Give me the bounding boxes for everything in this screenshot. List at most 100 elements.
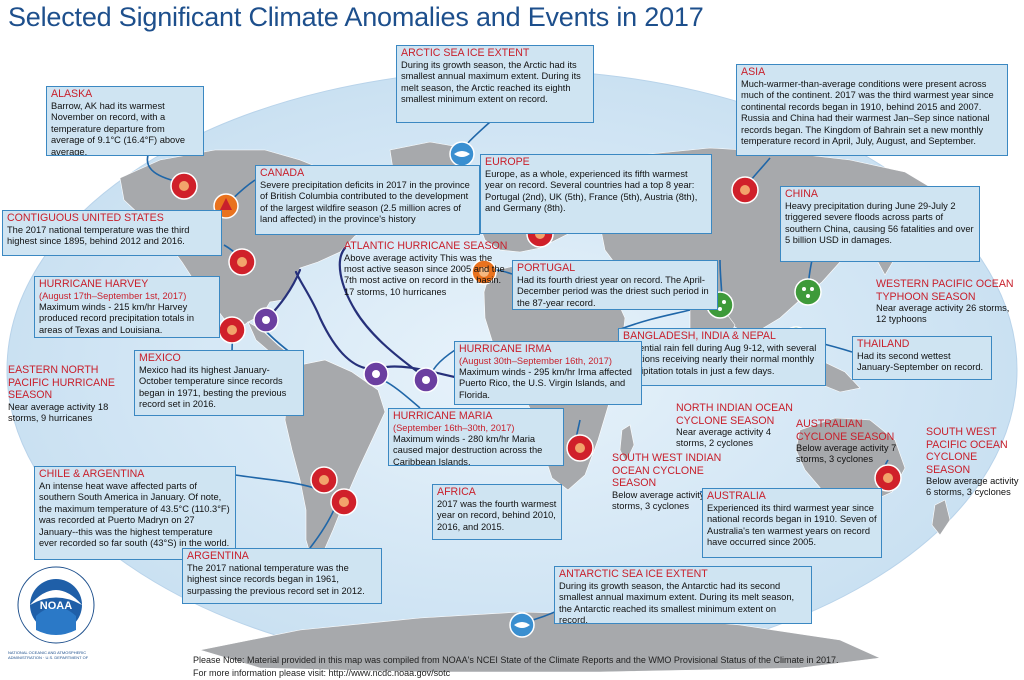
alaska-title: ALASKA xyxy=(51,88,93,100)
atlantic-hurricane-text: Above average activity This was the most… xyxy=(344,252,505,297)
harvey-title: HURRICANE HARVEY xyxy=(39,278,149,290)
china-title: CHINA xyxy=(785,188,818,200)
noaa-logo: NOAA xyxy=(17,566,95,644)
north-indian-text: Near average activity 4 storms, 2 cyclon… xyxy=(676,427,772,449)
mexico-title: MEXICO xyxy=(139,352,181,364)
harvey-text: Maximum winds - 215 km/hr Harvey produce… xyxy=(39,301,195,335)
arctic-text: During its growth season, the Arctic had… xyxy=(401,59,581,105)
sw-pacific-title: SOUTH WEST PACIFIC OCEAN CYCLONE SEASON xyxy=(926,426,1008,476)
thailand-title: THAILAND xyxy=(857,338,910,350)
contiguous-us-text: The 2017 national temperature was the th… xyxy=(7,224,190,247)
irma-text: Maximum winds - 295 km/hr Irma affected … xyxy=(459,366,632,400)
australian-cyclone-title: AUSTRALIAN CYCLONE SEASON xyxy=(796,418,895,443)
europe-text: Europe, as a whole, experienced its fift… xyxy=(485,168,698,214)
australia-title: AUSTRALIA xyxy=(707,490,766,502)
australia-warm-icon xyxy=(874,464,902,492)
sw-indian-text: Below average activity 5 storms, 3 cyclo… xyxy=(612,489,713,511)
asia-callout: ASIA Much-warmer-than-average conditions… xyxy=(736,64,1008,156)
south-america xyxy=(284,359,386,561)
irma-dates: (August 30th–September 16th, 2017) xyxy=(459,355,612,366)
australian-cyclone-text: Below average activity 7 storms, 3 cyclo… xyxy=(796,443,897,465)
maria-dates: (September 16th–30th, 2017) xyxy=(393,422,515,433)
maria-callout: HURRICANE MARIA (September 16th–30th, 20… xyxy=(388,408,564,466)
canada-text: Severe precipitation deficits in 2017 in… xyxy=(260,179,470,225)
africa-title: AFRICA xyxy=(437,486,476,498)
alaska-text: Barrow, AK had its warmest November on r… xyxy=(51,100,186,156)
maria-text: Maximum winds - 280 km/hr Maria caused m… xyxy=(393,433,543,466)
eastern-north-pacific-text: Near average activity 18 storms, 9 hurri… xyxy=(8,401,109,423)
new-zealand xyxy=(931,499,951,536)
maria-storm-icon xyxy=(363,361,389,387)
harvey-storm-icon xyxy=(253,307,279,333)
arctic-title: ARCTIC SEA ICE EXTENT xyxy=(401,47,530,59)
western-pacific-label: WESTERN PACIFIC OCEAN TYPHOON SEASON Nea… xyxy=(876,278,1022,326)
maria-track xyxy=(338,246,420,374)
irma-callout: HURRICANE IRMA (August 30th–September 16… xyxy=(454,341,642,405)
contiguous-us-callout: CONTIGUOUS UNITED STATES The 2017 nation… xyxy=(2,210,222,256)
argentina-callout: ARGENTINA The 2017 national temperature … xyxy=(182,548,382,604)
noaa-ring-text: NATIONAL OCEANIC AND ATMOSPHERIC ADMINIS… xyxy=(8,650,89,660)
chile-argentina-title: CHILE & ARGENTINA xyxy=(39,468,145,480)
antarctica xyxy=(199,611,882,673)
chile-warm-icon xyxy=(310,466,338,494)
western-pacific-title: WESTERN PACIFIC OCEAN TYPHOON SEASON xyxy=(876,278,1014,303)
page-title: Selected Significant Climate Anomalies a… xyxy=(8,2,704,32)
alaska-warm-icon xyxy=(170,172,198,200)
irma-storm-icon xyxy=(413,367,439,393)
eastern-north-pacific-label: EASTERN NORTH PACIFIC HURRICANE SEASON N… xyxy=(8,364,136,424)
madagascar xyxy=(619,424,635,463)
mexico-warm-icon xyxy=(218,316,246,344)
antarctic-text: During its growth season, the Antarctic … xyxy=(559,580,795,624)
antarctic-ice-icon xyxy=(509,612,535,638)
argentina-warm-icon xyxy=(330,488,358,516)
portugal-callout: PORTUGAL Had its fourth driest year on r… xyxy=(512,260,718,310)
asia-title: ASIA xyxy=(741,66,766,78)
footer-more-info: For more information please visit: http:… xyxy=(193,668,451,678)
western-pacific-text: Near average activity 26 storms, 12 typh… xyxy=(876,303,1010,325)
canada-callout: CANADA Severe precipitation deficits in … xyxy=(255,165,480,235)
portugal-title: PORTUGAL xyxy=(517,262,576,274)
sw-indian-title: SOUTH WEST INDIAN OCEAN CYCLONE SEASON xyxy=(612,452,722,489)
europe-title: EUROPE xyxy=(485,156,530,168)
bangladesh-title: BANGLADESH, INDIA & NEPAL xyxy=(623,330,776,342)
eastern-north-pacific-title: EASTERN NORTH PACIFIC HURRICANE SEASON xyxy=(8,364,115,401)
noaa-logo-text: NOAA xyxy=(40,600,72,612)
africa-callout: AFRICA 2017 was the fourth warmest year … xyxy=(432,484,562,540)
footer-note: Please Note: Material provided in this m… xyxy=(193,655,839,665)
arctic-ice-icon xyxy=(449,141,475,167)
arctic-callout: ARCTIC SEA ICE EXTENT During its growth … xyxy=(396,45,594,123)
asia-warm-icon xyxy=(731,176,759,204)
australia-text: Experienced its third warmest year since… xyxy=(707,502,877,548)
maria-title: HURRICANE MARIA xyxy=(393,410,493,422)
africa-text: 2017 was the fourth warmest year on reco… xyxy=(437,498,557,532)
argentina-text: The 2017 national temperature was the hi… xyxy=(187,562,365,596)
bangladesh-callout: BANGLADESH, INDIA & NEPAL Torrential rai… xyxy=(618,328,826,386)
antarctic-title: ANTARCTIC SEA ICE EXTENT xyxy=(559,568,708,580)
canada-title: CANADA xyxy=(260,167,305,179)
australia-callout: AUSTRALIA Experienced its third warmest … xyxy=(702,488,882,558)
north-indian-label: NORTH INDIAN OCEAN CYCLONE SEASON Near a… xyxy=(676,402,794,450)
irma-title: HURRICANE IRMA xyxy=(459,343,552,355)
bangladesh-text: Torrential rain fell during Aug 9-12, wi… xyxy=(623,342,817,376)
mexico-text: Mexico had its highest January-October t… xyxy=(139,364,287,410)
contiguous-us-title: CONTIGUOUS UNITED STATES xyxy=(7,212,164,224)
harvey-dates: (August 17th–September 1st, 2017) xyxy=(39,290,187,301)
asia-text: Much-warmer-than-average conditions were… xyxy=(741,78,994,147)
china-text: Heavy precipitation during June 29-July … xyxy=(785,200,974,246)
china-wet-icon xyxy=(794,278,822,306)
antarctic-callout: ANTARCTIC SEA ICE EXTENT During its grow… xyxy=(554,566,812,624)
china-callout: CHINA Heavy precipitation during June 29… xyxy=(780,186,980,262)
portugal-dry-icon xyxy=(471,259,497,285)
sw-pacific-label: SOUTH WEST PACIFIC OCEAN CYCLONE SEASON … xyxy=(926,426,1022,499)
sw-indian-label: SOUTH WEST INDIAN OCEAN CYCLONE SEASON B… xyxy=(612,452,724,512)
atlantic-hurricane-title: ATLANTIC HURRICANE SEASON xyxy=(344,240,508,252)
event-icons xyxy=(170,141,902,638)
atlantic-hurricane-label: ATLANTIC HURRICANE SEASON Above average … xyxy=(344,240,512,298)
thailand-callout: THAILAND Had its second wettest January-… xyxy=(852,336,992,380)
thailand-text: Had its second wettest January-September… xyxy=(857,350,984,373)
argentina-title: ARGENTINA xyxy=(187,550,249,562)
australian-cyclone-label: AUSTRALIAN CYCLONE SEASON Below average … xyxy=(796,418,906,466)
africa-warm-icon xyxy=(566,434,594,462)
chile-argentina-text: An intense heat wave affected parts of s… xyxy=(39,480,230,549)
harvey-callout: HURRICANE HARVEY (August 17th–September … xyxy=(34,276,220,338)
